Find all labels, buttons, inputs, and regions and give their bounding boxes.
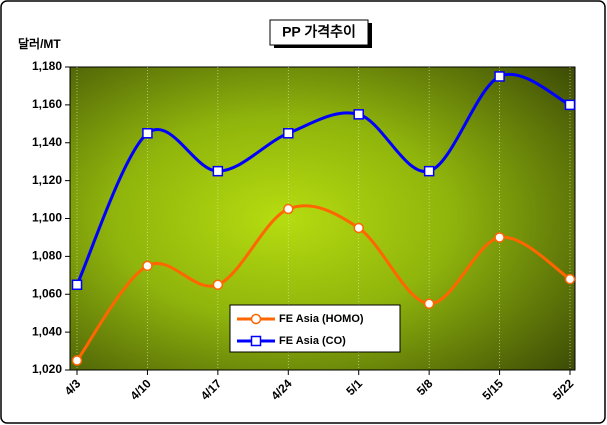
marker (142, 128, 153, 139)
y-tick-label: 1,100 (32, 211, 62, 225)
marker (564, 273, 576, 285)
title-box (269, 19, 369, 46)
y-tick-label: 1,060 (32, 286, 62, 300)
marker (142, 260, 153, 272)
y-tick-label: 1,160 (32, 97, 62, 111)
legend: FE Asia (HOMO) FE Asia (CO) (229, 304, 401, 353)
y-axis-label: 달러/MT (18, 36, 61, 51)
y-tick-label: 1,040 (32, 324, 62, 338)
marker (283, 128, 294, 139)
marker (564, 99, 576, 111)
y-tick-label: 1,180 (32, 59, 62, 73)
marker (71, 355, 83, 366)
y-tick-label: 1,140 (32, 135, 62, 149)
chart-title: PP 가격추이 (282, 24, 356, 40)
legend-label: FE Asia (HOMO) (279, 313, 364, 325)
marker (353, 109, 364, 120)
legend-label: FE Asia (CO) (279, 335, 346, 347)
marker (494, 71, 505, 82)
legend-marker (250, 335, 262, 347)
marker (353, 222, 364, 234)
marker (423, 165, 435, 177)
marker (71, 279, 83, 291)
y-tick-label: 1,080 (32, 249, 62, 263)
y-tick-label: 1,120 (32, 173, 62, 187)
marker (212, 279, 224, 291)
marker (423, 298, 435, 309)
legend-marker (250, 313, 262, 325)
marker (212, 165, 224, 177)
marker (283, 203, 294, 215)
marker (494, 232, 505, 243)
y-tick-label: 1,020 (32, 362, 62, 376)
